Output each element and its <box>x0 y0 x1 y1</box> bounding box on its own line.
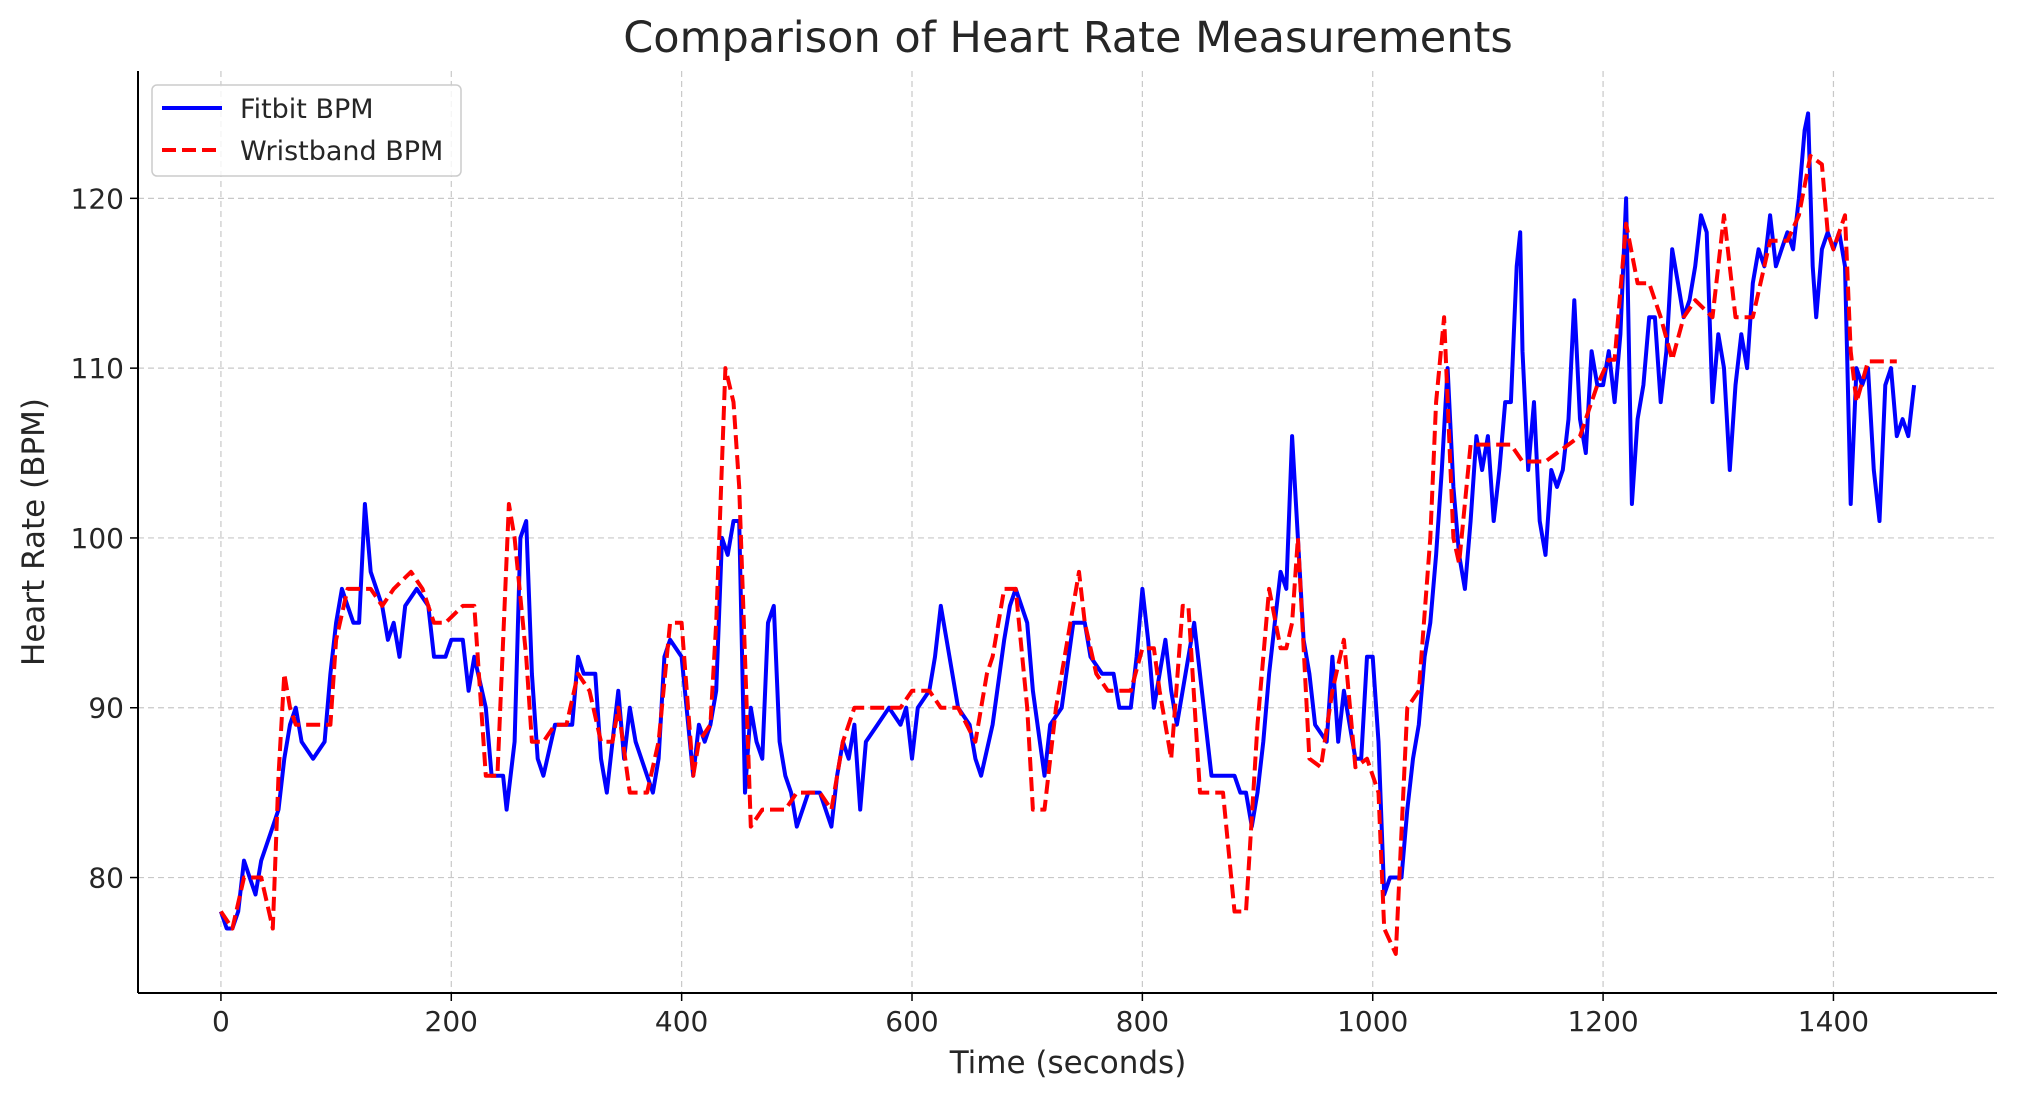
x-tick-label: 400 <box>655 1005 708 1038</box>
legend-box <box>151 84 462 177</box>
series-line-fitbit <box>219 111 1917 931</box>
x-tick-label: 1400 <box>1798 1005 1869 1038</box>
axes: 0 200 400 600 800 1000 1200 1400 80 90 100 110 120 <box>71 71 1997 1038</box>
y-tick-label: 90 <box>88 692 124 725</box>
y-tick-label: 100 <box>71 522 124 555</box>
series-layer <box>219 111 1917 956</box>
y-axis-label: Heart Rate (BPM) <box>16 398 52 666</box>
grid <box>138 71 1997 993</box>
x-tick-label: 1200 <box>1567 1005 1638 1038</box>
x-tick-label: 0 <box>212 1005 230 1038</box>
y-tick-label: 110 <box>71 352 124 385</box>
legend-label-wristband: Wristband BPM <box>240 136 443 167</box>
legend-label-fitbit: Fitbit BPM <box>240 94 374 125</box>
x-tick-label: 200 <box>425 1005 478 1038</box>
chart-title: Comparison of Heart Rate Measurements <box>623 13 1512 63</box>
x-tick-label: 600 <box>885 1005 938 1038</box>
x-axis-label: Time (seconds) <box>949 1045 1187 1081</box>
series-line-wristband <box>219 153 1897 956</box>
y-tick-label: 120 <box>71 182 124 215</box>
x-tick-label: 1000 <box>1337 1005 1408 1038</box>
y-tick-label: 80 <box>88 862 124 895</box>
x-tick-label: 800 <box>1116 1005 1169 1038</box>
legend: Fitbit BPM Wristband BPM <box>151 84 462 177</box>
